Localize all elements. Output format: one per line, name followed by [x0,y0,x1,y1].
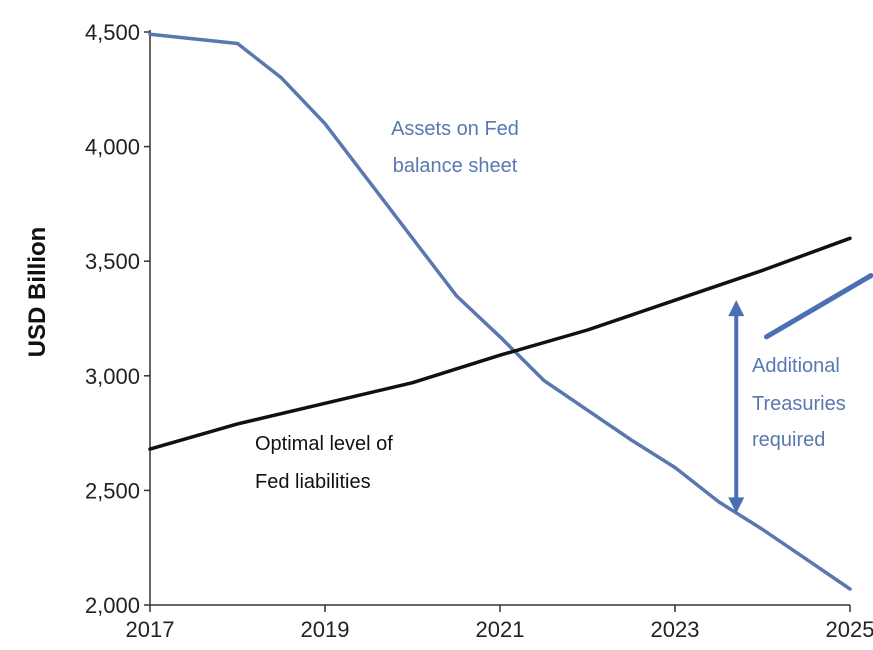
x-tick-label: 2025 [826,617,873,642]
annotation-assets-line2: balance sheet [393,155,518,177]
x-tick-label: 2023 [651,617,700,642]
arrow-head-down [728,497,745,514]
annotation-assets-line1: Assets on Fed [391,118,519,140]
series-line-assets [148,32,852,591]
y-tick-label: 3,000 [85,364,140,389]
callout-line [764,273,873,340]
y-tick-label: 4,000 [85,135,140,160]
y-axis-label: USD Billion [24,227,51,358]
x-tick-label: 2021 [476,617,525,642]
y-tick-label: 3,500 [85,249,140,274]
annotation-liabilities-line2: Fed liabilities [255,471,371,493]
x-tick-label: 2019 [301,617,350,642]
series-line-liabilities [148,236,852,451]
annotation-treasuries-line3: required [752,429,825,451]
y-tick-label: 4,500 [85,20,140,45]
y-tick-label: 2,500 [85,478,140,503]
x-tick-label: 2017 [126,617,175,642]
annotation-treasuries-line1: Additional [752,355,840,377]
annotation-liabilities-line1: Optimal level of [255,433,393,455]
arrow-head-up [728,300,745,317]
y-tick-label: 2,000 [85,593,140,618]
annotation-treasuries-line2: Treasuries [752,393,846,415]
